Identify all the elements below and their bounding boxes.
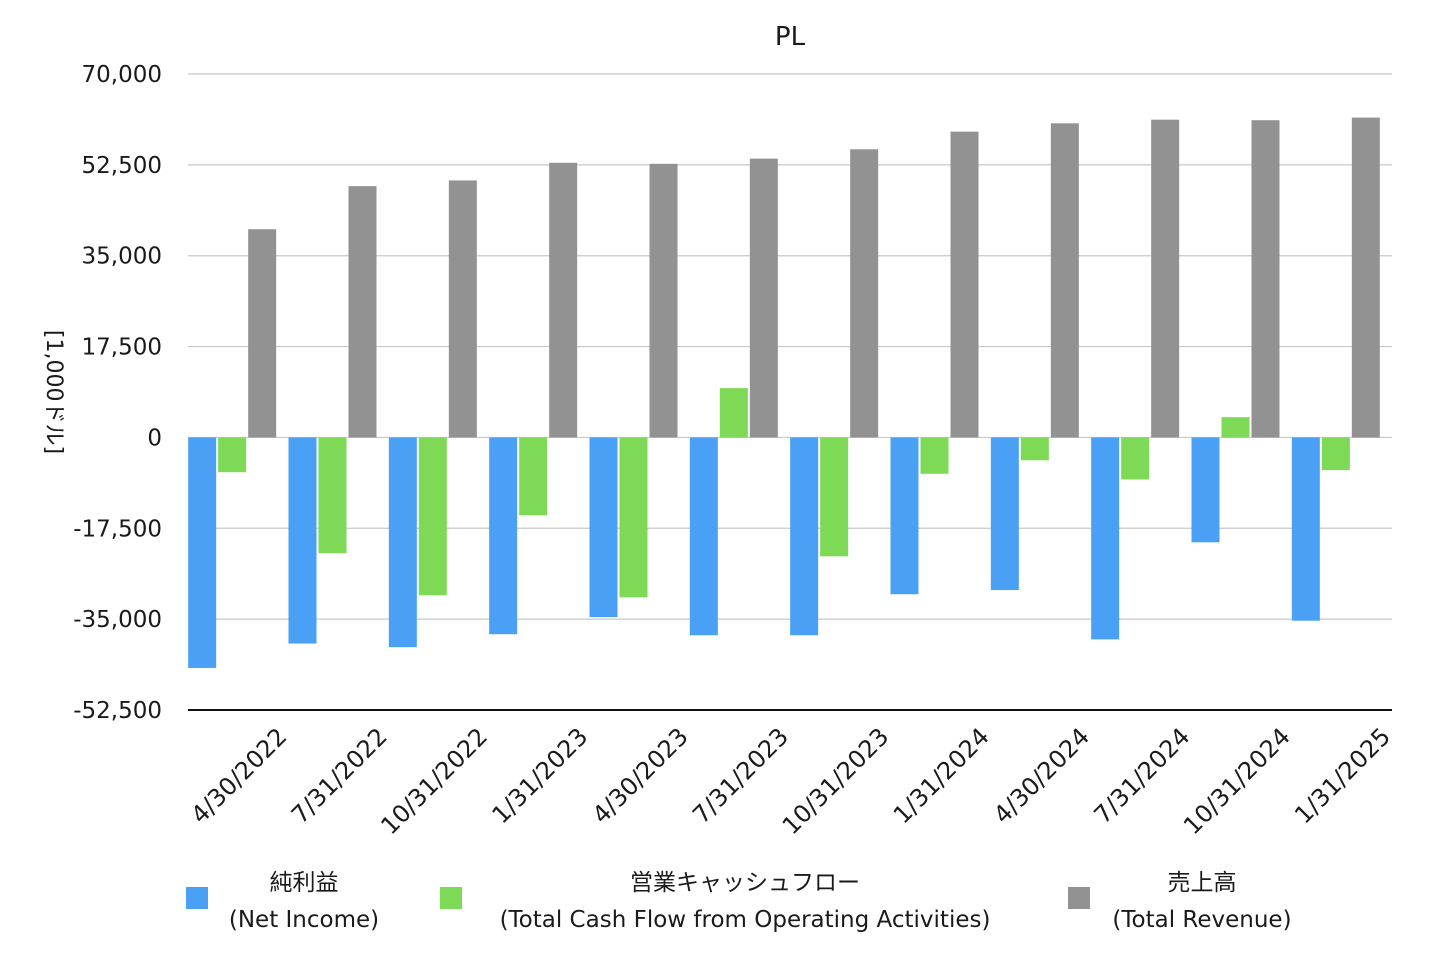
legend-swatch [186,887,208,909]
bar [1191,437,1220,543]
bar [1151,119,1180,438]
y-tick-label: 17,500 [82,335,162,361]
bar [1091,437,1120,640]
x-tick-label: 1/31/2024 [888,722,995,829]
x-tick-label: 1/31/2023 [487,722,594,829]
legend-sublabel: (Total Revenue) [1112,907,1291,933]
bar [519,437,548,516]
x-tick-label: 4/30/2024 [988,722,1095,829]
bar [850,149,879,438]
x-tick-label: 10/31/2022 [375,722,493,840]
bar [418,437,447,596]
bar [719,388,748,438]
bars [188,117,1380,668]
bar [388,437,417,648]
bar [1251,120,1280,438]
y-tick-label: 35,000 [82,244,162,270]
bar [790,437,819,636]
legend-swatch [440,887,462,909]
bar [489,437,518,635]
bar [1291,437,1320,621]
legend-label: 営業キャッシュフロー [630,870,860,896]
bar [619,437,648,598]
legend: 純利益 (Net Income) 営業キャッシュフロー (Total Cash Flo… [186,870,1292,933]
y-tick-label: 0 [147,425,162,451]
x-tick-label: 10/31/2024 [1178,722,1296,840]
y-tick-label: -17,500 [73,516,162,542]
y-tick-label: 52,500 [82,153,162,179]
bar [448,180,477,438]
legend-sublabel: (Net Income) [229,907,379,933]
y-axis-ticks: 70,000 52,500 35,000 17,500 0 -17,500 -35,000 -… [73,62,162,724]
bar [689,437,718,636]
legend-label: 純利益 [270,870,339,896]
bar [649,163,678,438]
bar [348,186,377,438]
bar [589,437,618,618]
x-tick-label: 7/31/2024 [1089,722,1196,829]
chart-title: PL [775,22,806,52]
y-tick-label: -35,000 [73,607,162,633]
bar [1321,437,1350,471]
y-tick-label: -52,500 [73,698,162,724]
legend-swatch [1068,887,1090,909]
x-tick-label: 1/31/2025 [1289,722,1396,829]
x-axis-ticks: 4/30/20227/31/202210/31/20221/31/20234/3… [186,722,1396,840]
bar [1121,437,1150,480]
bar [288,437,317,644]
bar [188,437,217,668]
bar [820,437,849,557]
gridlines [188,73,1392,620]
x-tick-label: 4/30/2023 [587,722,694,829]
bar [950,131,979,438]
x-tick-label: 4/30/2022 [186,722,293,829]
y-axis-label: [1,000ドル] [41,330,66,454]
x-tick-label: 10/31/2023 [777,722,895,840]
bar [1050,123,1079,438]
bar [990,437,1019,591]
bar [218,437,247,473]
bar [248,229,277,438]
y-tick-label: 70,000 [82,62,162,88]
legend-label: 売上高 [1168,870,1237,896]
bar [890,437,919,595]
bar [749,158,778,438]
x-tick-label: 7/31/2023 [687,722,794,829]
bar [920,437,949,474]
bar [1221,417,1250,438]
bar [318,437,347,554]
bar [549,162,578,438]
legend-sublabel: (Total Cash Flow from Operating Activiti… [500,907,991,933]
x-tick-label: 7/31/2022 [286,722,393,829]
bar [1351,117,1380,438]
bar [1020,437,1049,461]
